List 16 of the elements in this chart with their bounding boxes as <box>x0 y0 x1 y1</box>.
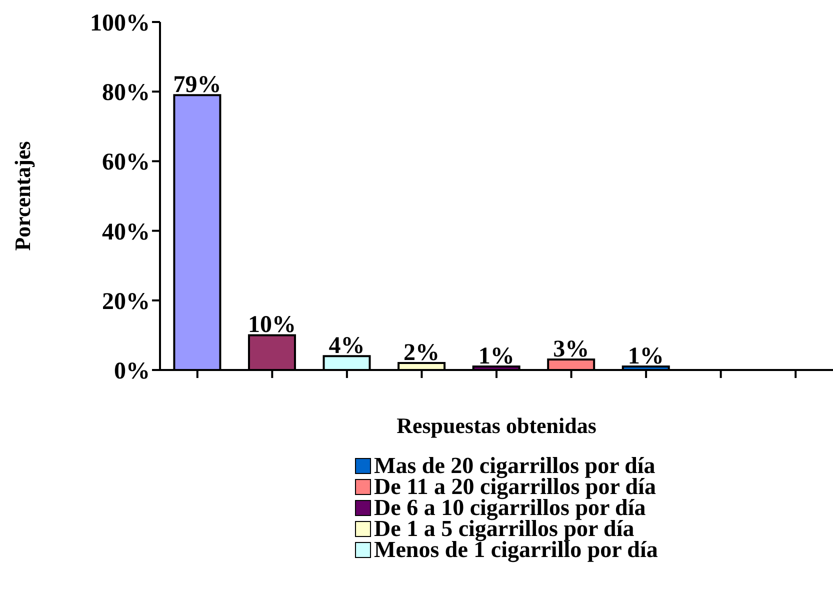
y-tick-label: 60% <box>102 150 150 176</box>
y-tick-label: 80% <box>102 80 150 106</box>
data-label: 4% <box>328 333 365 360</box>
legend-label: Mas de 20 cigarrillos por día <box>374 453 656 478</box>
data-label: 1% <box>478 344 514 370</box>
data-label: 1% <box>628 344 664 370</box>
data-label: 3% <box>553 336 590 363</box>
y-tick-label: 0% <box>114 358 150 385</box>
y-axis-title: Porcentajes <box>10 140 35 251</box>
y-tick-label: 40% <box>102 219 150 246</box>
y-tick-label: 20% <box>102 288 150 315</box>
x-axis-title: Respuestas obtenidas <box>396 413 598 439</box>
y-tick-label: 100% <box>90 10 150 37</box>
data-label: 2% <box>404 340 440 366</box>
data-label: 79% <box>173 72 222 98</box>
data-label: 10% <box>248 312 296 338</box>
